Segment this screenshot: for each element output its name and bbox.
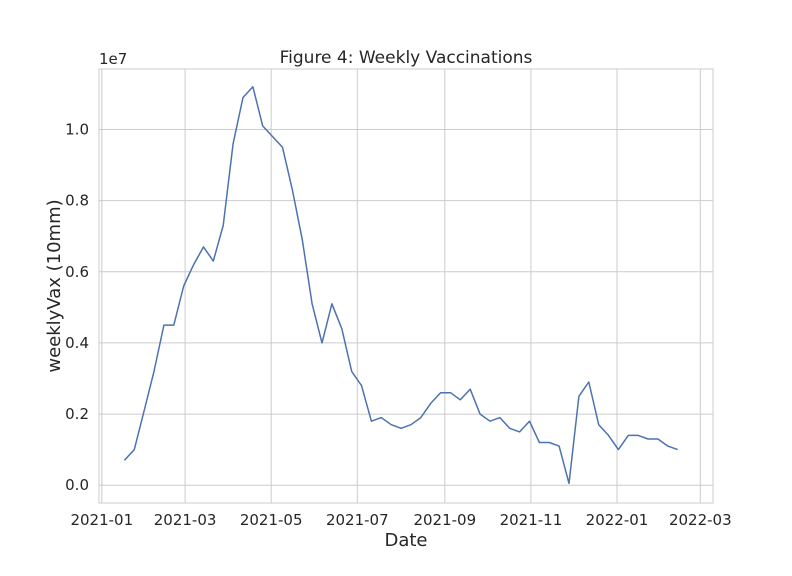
series-line — [123, 86, 678, 485]
x-tick-labels: 2021-01 2021-03 2021-05 2021-07 2021-09 2021-… — [70, 511, 731, 529]
x-axis-label: Date — [384, 530, 427, 551]
y-tick-label: 0.8 — [65, 192, 89, 210]
x-tick-label: 2021-01 — [70, 511, 133, 529]
x-tick-label: 2021-03 — [154, 511, 217, 529]
y-tick-label: 0.4 — [65, 334, 89, 352]
y-offset-label: 1e7 — [99, 50, 127, 68]
chart-title: Figure 4: Weekly Vaccinations — [280, 48, 533, 68]
x-tick-label: 2022-01 — [586, 511, 649, 529]
x-tick-label: 2021-05 — [240, 511, 303, 529]
x-tick-label: 2021-11 — [500, 511, 563, 529]
x-tick-label: 2021-09 — [413, 511, 476, 529]
x-tick-label: 2022-03 — [669, 511, 732, 529]
series-layer — [123, 86, 678, 485]
y-tick-label: 1.0 — [65, 120, 89, 138]
y-tick-label: 0.0 — [65, 476, 89, 494]
x-tick-label: 2021-07 — [326, 511, 389, 529]
y-tick-label: 0.6 — [65, 263, 89, 281]
y-tick-labels: 0.0 0.2 0.4 0.6 0.8 1.0 — [65, 120, 89, 494]
plot-area — [99, 69, 713, 503]
y-tick-label: 0.2 — [65, 405, 89, 423]
plot-frame — [98, 68, 714, 504]
y-axis-label: weeklyVax (10mm) — [44, 199, 65, 372]
grid — [99, 69, 713, 503]
